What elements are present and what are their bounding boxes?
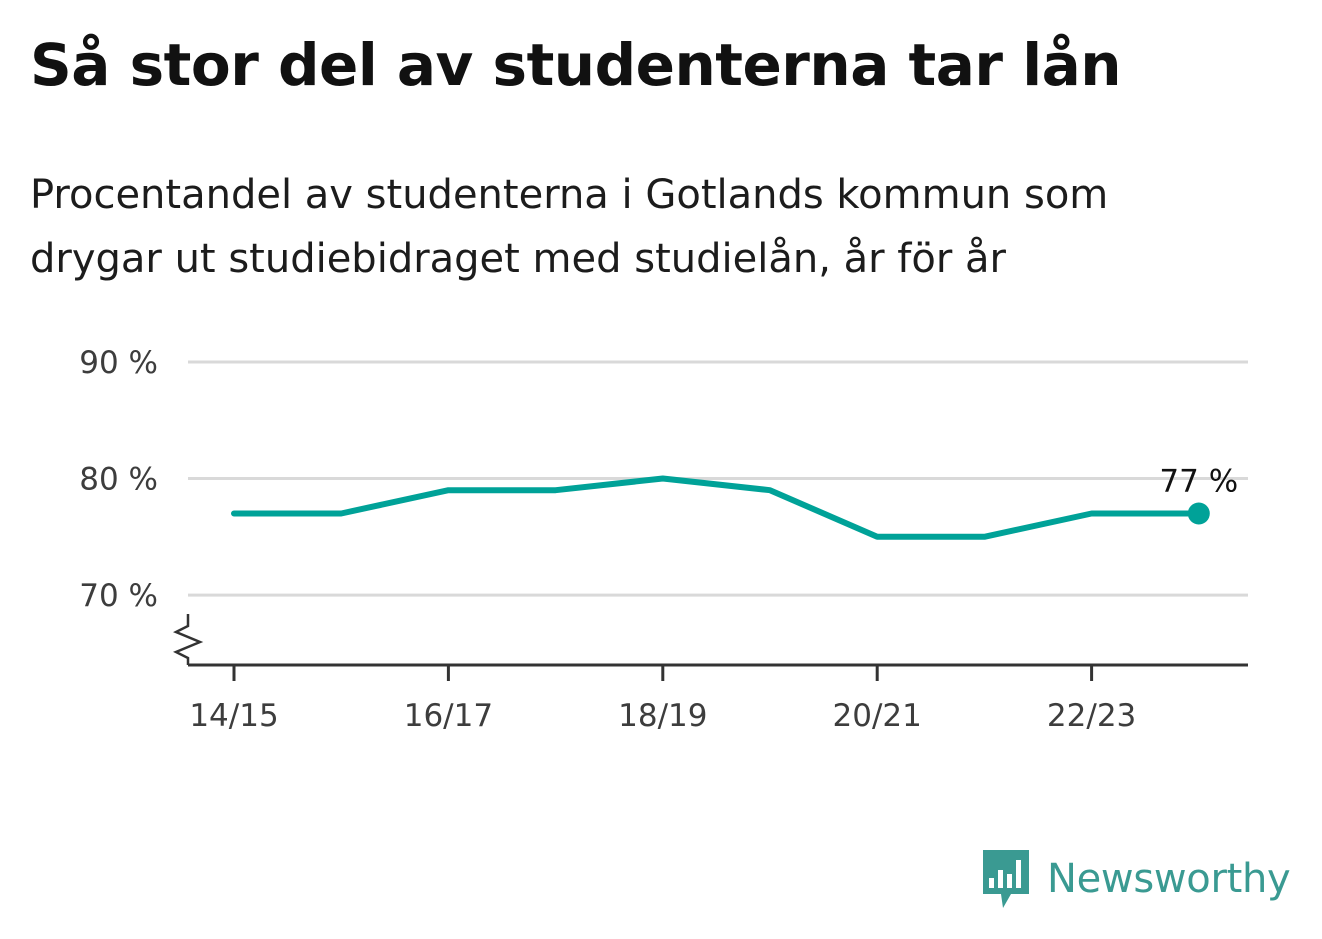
series-line — [231, 475, 1202, 540]
y-tick-label: 90 % — [79, 345, 158, 381]
chart-title: Så stor del av studenterna tar lån — [30, 31, 1122, 99]
series-layer: 77 % — [231, 464, 1238, 540]
y-tick-label: 70 % — [79, 578, 158, 614]
y-axis-break-icon — [172, 614, 204, 665]
last-point-marker — [1187, 502, 1210, 525]
brand-name: Newsworthy — [1047, 856, 1291, 902]
x-tick-label: 18/19 — [618, 698, 707, 734]
chart-subtitle: Procentandel av studenterna i Gotlands k… — [30, 172, 1109, 282]
x-tick-label: 14/15 — [189, 698, 278, 734]
last-value-label: 77 % — [1159, 464, 1238, 500]
grid-lines — [188, 360, 1248, 597]
y-tick-label: 80 % — [79, 462, 158, 498]
x-tick-label: 20/21 — [833, 698, 922, 734]
x-tick-marks — [232, 665, 1094, 681]
newsworthy-logo-icon — [983, 850, 1029, 908]
axis-break-zigzag — [172, 614, 204, 665]
brand-logo: Newsworthy — [981, 848, 1291, 910]
x-tick-labels: 14/15 16/17 18/19 20/21 22/23 — [189, 698, 1136, 734]
y-tick-labels: 70 % 80 % 90 % — [79, 345, 158, 614]
x-tick-label: 22/23 — [1047, 698, 1136, 734]
x-tick-label: 16/17 — [404, 698, 493, 734]
